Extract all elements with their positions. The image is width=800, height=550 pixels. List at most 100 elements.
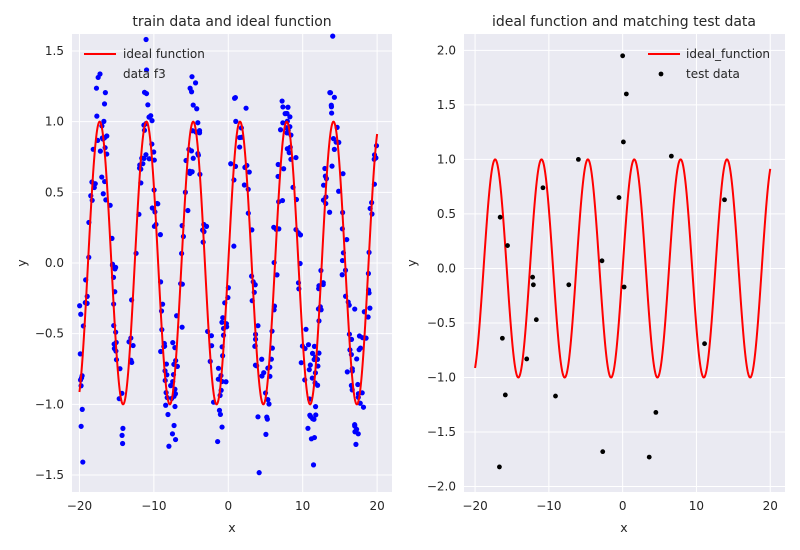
right-chart-title: ideal function and matching test data [492,14,756,30]
left-train-data-point [255,414,261,420]
left-train-data-point [329,163,335,169]
left-train-data-point [311,434,318,441]
left-train-data-point [141,89,148,95]
right-tick-labels: −20 −10 0 10 20 −2.0 −1.5 −1.0 −0.5 0.0 0.5 1.0 1.5 2… [427,43,778,513]
left-train-data-point [79,406,85,413]
left-train-data-point [194,106,200,112]
left-train-data-point [146,156,152,162]
left-train-data-point [303,326,309,332]
left-train-data-point [356,347,362,353]
left-train-data-point [185,207,191,214]
left-train-data-point [307,413,314,419]
left-train-data-point [330,33,336,39]
left-train-data-point [215,438,221,445]
left-train-data-point [320,281,326,288]
left-y-tick-label: −1.0 [35,397,64,411]
right-test-data-point [575,157,581,162]
left-legend-label-data: data f3 [123,67,166,81]
left-train-data-point [264,414,270,420]
left-train-data-point [190,102,196,108]
left-train-data-point [328,102,334,108]
right-test-data-point [499,335,505,341]
left-train-data-point [148,113,154,119]
left-train-data-point [215,376,221,382]
left-train-data-point [279,98,285,104]
left-x-tick-label: 0 [224,499,232,513]
right-x-tick-label: 20 [763,499,778,513]
left-train-data-point [179,324,185,330]
left-train-data-point [309,350,316,356]
left-train-data-point [274,272,280,278]
left-legend-label-ideal: ideal function [123,47,205,61]
left-train-data-point [99,174,105,180]
left-train-data-point [166,443,172,449]
left-train-data-point [352,306,358,312]
left-y-tick-label: 1.0 [45,115,64,129]
left-train-data-point [101,118,107,124]
right-test-data-point [702,341,707,347]
left-panel: −20 −10 0 10 20 −1.5 −1.0 −0.5 0.0 0.5 1.0 1.5 trai… [14,14,392,535]
right-test-data-point [722,197,727,203]
left-train-data-point [327,90,334,96]
left-train-data-point [367,305,373,311]
left-train-data-point [280,104,286,110]
left-train-data-point [311,343,318,349]
left-train-data-point [356,333,363,339]
left-train-data-point [217,411,224,418]
right-y-tick-label: 0.0 [437,261,456,275]
right-test-data-point [623,91,629,97]
left-train-data-point [119,432,125,438]
left-train-data-point [246,169,252,175]
left-train-data-point [312,404,319,410]
right-y-tick-label: −1.0 [427,371,456,385]
left-train-data-point [331,146,337,152]
left-train-data-point [149,205,155,211]
left-train-data-point [232,94,239,101]
left-train-data-point [306,367,312,373]
left-train-data-point [344,236,350,243]
left-train-data-point [163,402,169,408]
left-train-data-point [120,425,126,431]
left-series [77,33,380,476]
right-y-tick-label: −2.0 [427,480,456,494]
left-train-data-point [352,429,358,435]
left-train-data-point [102,90,108,96]
left-train-data-point [353,441,359,447]
right-test-data-point [668,153,674,159]
right-x-tick-label: −10 [536,499,561,513]
left-train-data-point [119,440,126,447]
left-train-data-point [261,370,267,376]
left-train-data-point [93,85,100,91]
left-train-data-point [354,356,360,362]
right-x-tick-label: −20 [462,499,487,513]
left-y-tick-label: 0.0 [45,256,64,270]
left-x-tick-label: 10 [295,499,310,513]
right-test-data-point [621,284,627,290]
left-train-data-point [275,161,281,168]
left-train-data-point [187,85,193,91]
left-train-data-point [220,315,226,321]
left-train-data-point [195,120,201,126]
right-test-data-point [502,392,508,398]
right-legend: ideal_function test data [648,47,770,81]
right-test-data-point [653,409,659,415]
left-train-data-point [326,209,333,215]
left-train-data-point [158,348,164,355]
left-x-tick-label: 20 [369,499,384,513]
left-train-data-point [157,232,163,238]
left-train-data-point [285,104,291,110]
left-train-data-point [92,181,98,187]
left-train-data-point [77,303,83,309]
left-train-data-point [277,127,284,133]
left-y-tick-label: −0.5 [35,327,64,341]
left-train-data-point [259,356,265,362]
left-train-data-point [130,342,136,349]
left-train-data-point [344,369,350,375]
right-test-data-point [566,282,572,288]
left-train-data-point [190,155,196,161]
left-train-data-point [365,314,371,320]
left-train-data-point [97,148,103,154]
right-test-data-point [505,243,510,248]
left-x-tick-label: −20 [67,499,92,513]
